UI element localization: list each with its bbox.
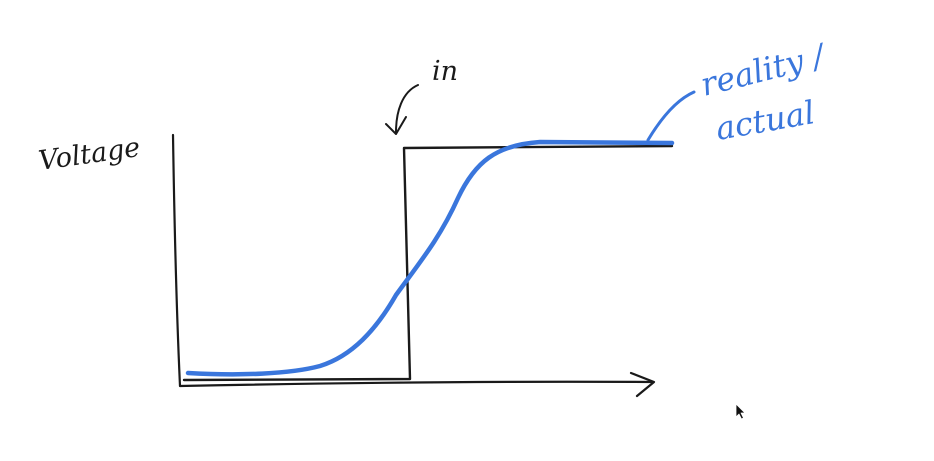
input-pointer-arrow bbox=[395, 84, 419, 133]
y-axis-label: Voltage bbox=[37, 132, 142, 177]
actual-label-line2: actual bbox=[713, 93, 818, 148]
x-axis-arrowhead bbox=[629, 371, 656, 398]
y-axis bbox=[171, 133, 182, 388]
x-axis bbox=[178, 380, 654, 388]
input-label: in bbox=[432, 56, 458, 87]
mouse-cursor-icon bbox=[735, 403, 746, 420]
actual-signal-curve bbox=[185, 139, 675, 377]
ideal-step-input bbox=[182, 144, 674, 382]
input-pointer-arrowhead bbox=[385, 116, 407, 135]
actual-label-leader bbox=[646, 90, 696, 142]
